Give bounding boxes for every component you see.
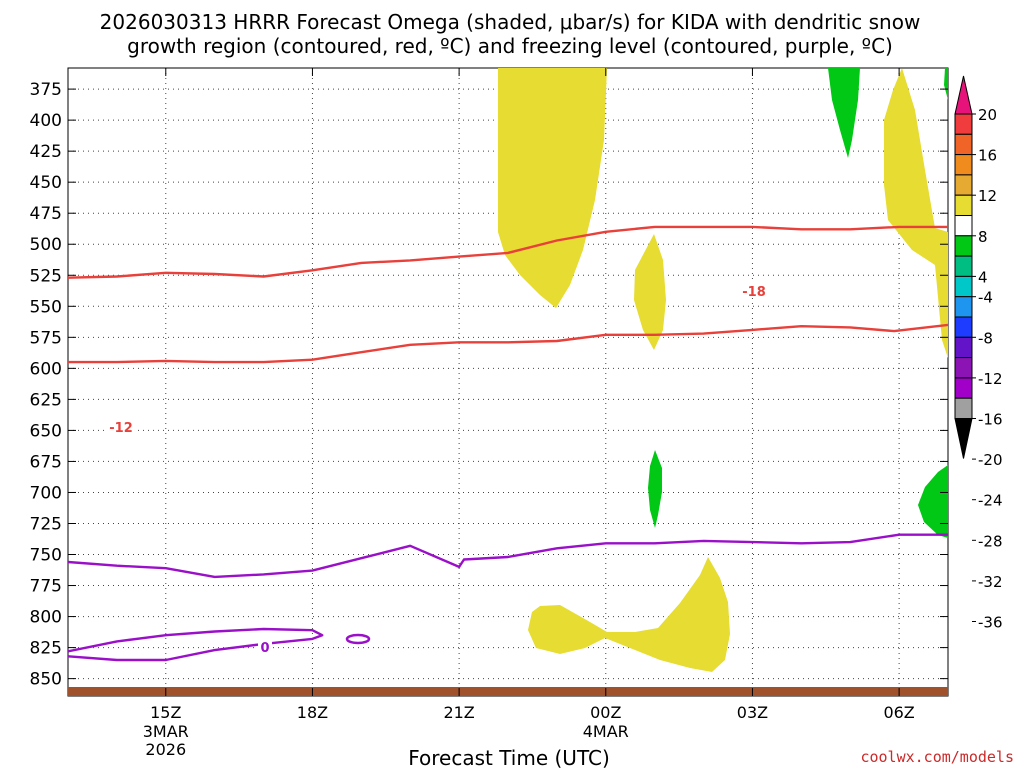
y-tick-label-850: 850 <box>30 670 62 690</box>
credit-text: coolwx.com/models <box>860 748 1014 766</box>
contour-label-purple: 0 <box>260 641 269 656</box>
colorbar-swatch-2 <box>954 133 973 156</box>
colorbar-label-9: -20 <box>978 451 1003 469</box>
colorbar-swatch-9 <box>954 275 973 298</box>
chart-title-line1: 2026030313 HRRR Forecast Omega (shaded, … <box>100 10 921 34</box>
contour-label-red-upper: -18 <box>742 285 766 300</box>
x-tick-year-0: 2026 <box>145 740 186 759</box>
x-tick-label-2: 21Z <box>443 703 474 722</box>
y-tick-label-525: 525 <box>30 266 62 286</box>
omega-shade-green-2 <box>944 68 948 100</box>
y-tick-label-700: 700 <box>30 483 62 503</box>
contour-labels: -18 -12 0 <box>106 283 770 656</box>
colorbar-label-5: -4 <box>978 289 993 307</box>
colorbar-legend: 20 16 12 8 4 -4 -8 -12 -16 -20 -24 -28 -32 -36 <box>954 75 1003 632</box>
x-axis-title: Forecast Time (UTC) <box>408 746 610 768</box>
x-tick-label-5: 06Z <box>883 703 914 722</box>
colorbar-swatch-4 <box>954 174 973 196</box>
omega-shade-green-1 <box>828 68 860 158</box>
colorbar-swatch-6 <box>954 215 973 237</box>
colorbar-swatch-11 <box>954 316 973 338</box>
colorbar-label-0: 20 <box>978 106 997 124</box>
colorbar-swatch-5 <box>954 194 973 216</box>
y-tick-label-500: 500 <box>30 235 62 255</box>
omega-shade-green-4 <box>918 465 948 538</box>
x-tick-label-1: 18Z <box>297 703 328 722</box>
colorbar-label-10: -24 <box>978 492 1003 510</box>
contour-label-red-lower: -12 <box>109 421 133 436</box>
y-axis-pressure: 375 400 425 450 475 500 525 550 575 600 625 650 675 7… <box>30 80 948 690</box>
y-tick-label-400: 400 <box>30 111 62 131</box>
colorbar-label-8: -16 <box>978 411 1003 429</box>
contour-line-1 <box>68 323 948 364</box>
omega-shade-green-3 <box>648 450 662 528</box>
colorbar-label-4: 4 <box>978 268 988 286</box>
colorbar-swatch-13 <box>954 357 973 379</box>
y-tick-label-450: 450 <box>30 173 62 193</box>
contour-line-3 <box>68 627 324 662</box>
colorbar-swatch-3 <box>954 154 973 176</box>
y-tick-label-725: 725 <box>30 514 62 534</box>
colorbar-swatch-1 <box>954 113 973 135</box>
colorbar-label-6: -8 <box>978 329 993 347</box>
y-tick-label-675: 675 <box>30 452 62 472</box>
x-tick-label-3: 00Z <box>590 703 621 722</box>
omega-shade-yellow-3 <box>884 68 948 358</box>
x-tick-date-3: 4MAR <box>583 722 629 741</box>
colorbar-swatch-8 <box>954 255 973 277</box>
colorbar-swatch-14 <box>954 377 973 399</box>
omega-shading <box>68 68 948 696</box>
small-closed-contour <box>345 633 371 645</box>
colorbar-label-13: -36 <box>978 614 1003 632</box>
contour-line-0 <box>68 225 948 279</box>
y-tick-label-750: 750 <box>30 546 62 566</box>
colorbar-swatch-12 <box>954 336 973 359</box>
colorbar-label-3: 8 <box>978 228 988 246</box>
y-tick-label-425: 425 <box>30 142 62 162</box>
chart-title-line2: growth region (contoured, red, ºC) and f… <box>127 34 893 58</box>
x-tick-label-4: 03Z <box>737 703 768 722</box>
x-tick-date-0: 3MAR <box>143 722 189 741</box>
colorbar-top-arrow <box>954 75 973 115</box>
colorbar-label-2: 12 <box>978 187 997 205</box>
omega-shade-yellow-4 <box>528 557 730 672</box>
y-tick-label-775: 775 <box>30 577 62 597</box>
y-tick-label-575: 575 <box>30 328 62 348</box>
colorbar-label-1: 16 <box>978 147 997 165</box>
colorbar-label-11: -28 <box>978 532 1003 550</box>
y-tick-label-650: 650 <box>30 421 62 441</box>
contour-line-2 <box>68 533 948 579</box>
omega-shade-yellow-2 <box>634 234 666 350</box>
colorbar-swatch-15 <box>954 397 973 420</box>
colorbar-label-7: -12 <box>978 370 1003 388</box>
colorbar-label-12: -32 <box>978 573 1003 591</box>
y-tick-label-625: 625 <box>30 390 62 410</box>
colorbar-swatch-7 <box>954 235 973 257</box>
colorbar-swatch-10 <box>954 296 973 318</box>
terrain-strip <box>68 687 948 696</box>
y-tick-label-825: 825 <box>30 639 62 659</box>
colorbar-bottom-arrow <box>954 418 973 459</box>
y-tick-label-550: 550 <box>30 297 62 317</box>
x-tick-label-0: 15Z <box>150 703 181 722</box>
y-tick-label-375: 375 <box>30 80 62 100</box>
y-tick-label-475: 475 <box>30 204 62 224</box>
y-tick-label-800: 800 <box>30 608 62 628</box>
y-tick-label-600: 600 <box>30 359 62 379</box>
